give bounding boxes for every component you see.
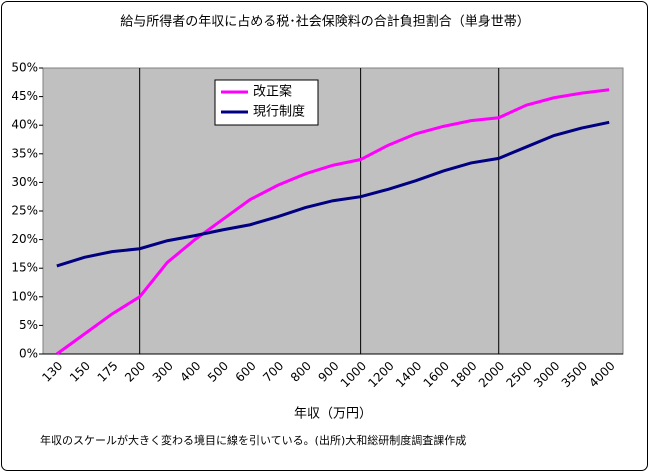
legend-label: 現行制度 [253, 104, 305, 120]
y-tick-label: 50% [11, 61, 38, 75]
y-tick-label: 15% [11, 261, 38, 275]
y-tick-label: 10% [11, 289, 38, 303]
note: 年収のスケールが大きく変わる境目に線を引いている。(出所)大和総研制度調査課作成 [40, 433, 466, 447]
legend-label: 改正案 [253, 85, 292, 100]
y-tick-label: 45% [11, 89, 38, 103]
series-line [55, 88, 610, 356]
y-tick-label: 20% [11, 232, 38, 246]
plot-area [42, 67, 624, 355]
series-line [56, 120, 610, 268]
y-tick-label: 35% [11, 146, 38, 160]
y-tick-label: 0% [19, 347, 38, 361]
y-tick-label: 30% [11, 175, 38, 189]
x-axis-label: 年収（万円） [294, 407, 372, 422]
chart-title: 給与所得者の年収に占める税･社会保険料の合計負担割合（単身世帯） [120, 14, 530, 30]
y-tick-label: 40% [11, 118, 38, 132]
y-tick-label: 25% [11, 204, 38, 218]
legend-box [214, 79, 319, 126]
y-tick-label: 5% [19, 318, 38, 332]
